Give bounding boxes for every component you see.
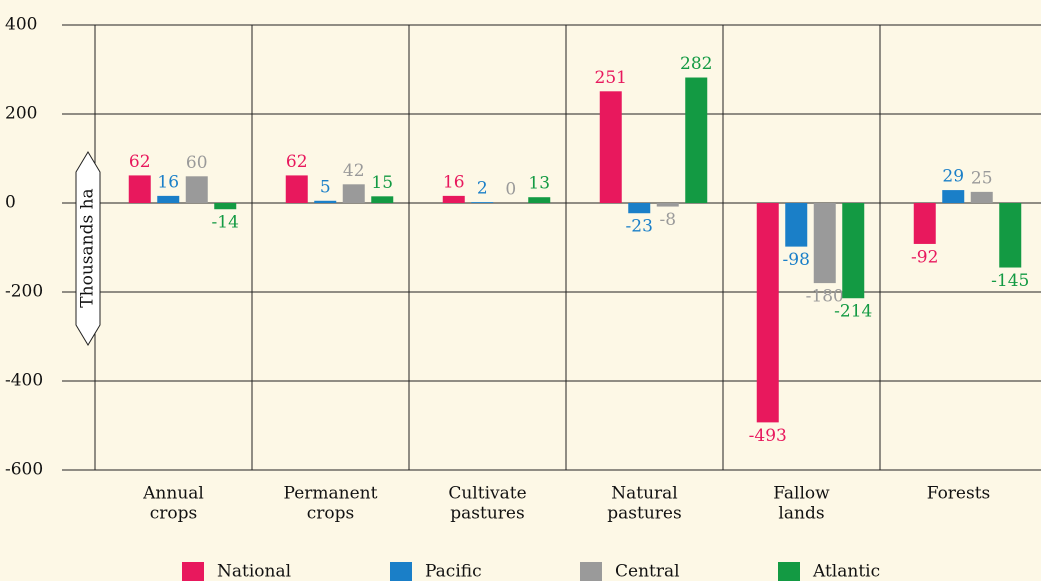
- labels: -600-400-2000200400Annualcrops621660-14P…: [5, 15, 1029, 581]
- legend-label: National: [217, 562, 291, 581]
- y-tick-label: 0: [5, 193, 16, 213]
- x-tick-label: crops: [150, 504, 198, 524]
- data-label: -98: [783, 250, 810, 270]
- x-tick-label: Natural: [611, 484, 678, 504]
- bar: [314, 200, 337, 203]
- data-label: 282: [680, 54, 712, 74]
- y-axis-label: Thousands ha: [78, 188, 98, 307]
- data-label: -8: [659, 210, 676, 230]
- bar: [756, 203, 779, 423]
- bar: [970, 191, 993, 203]
- data-label: 251: [595, 68, 627, 88]
- data-label: 60: [186, 153, 208, 173]
- bar: [185, 176, 208, 203]
- x-tick-label: Cultivate: [448, 484, 526, 504]
- data-label: 25: [971, 168, 993, 188]
- y-tick-label: -400: [5, 371, 43, 391]
- y-tick-label: -200: [5, 282, 43, 302]
- legend-label: Pacific: [425, 562, 482, 581]
- bar: [656, 203, 679, 207]
- bar: [942, 190, 965, 203]
- data-label: 5: [320, 177, 331, 197]
- bar: [628, 203, 651, 214]
- data-label: 2: [477, 179, 488, 199]
- data-label: 16: [157, 172, 179, 192]
- bar: [371, 196, 394, 203]
- bar: [685, 77, 708, 203]
- legend-label: Atlantic: [812, 562, 880, 581]
- x-tick-label: Forests: [927, 484, 991, 504]
- y-tick-label: -600: [5, 460, 43, 480]
- x-tick-label: pastures: [607, 504, 681, 524]
- bar: [442, 195, 465, 203]
- data-label: 29: [942, 167, 964, 187]
- legend-swatch: [778, 562, 800, 581]
- legend-swatch: [390, 562, 412, 581]
- bar: [785, 203, 808, 247]
- data-label: 0: [505, 180, 516, 200]
- bar: [528, 197, 551, 203]
- bar: [214, 203, 237, 210]
- data-label: -493: [749, 426, 787, 446]
- data-label: -14: [212, 213, 239, 233]
- bar: [128, 175, 151, 203]
- x-tick-label: Permanent: [284, 484, 378, 504]
- bar: [813, 203, 836, 284]
- data-label: -214: [834, 302, 872, 322]
- x-tick-label: pastures: [450, 504, 524, 524]
- data-label: -23: [626, 217, 653, 237]
- x-tick-label: Annual: [142, 484, 204, 504]
- bar: [842, 203, 865, 299]
- y-tick-label: 400: [5, 15, 37, 35]
- data-label: 15: [371, 173, 393, 193]
- data-label: 42: [343, 161, 365, 181]
- data-label: 62: [129, 152, 151, 172]
- x-tick-label: lands: [778, 504, 824, 524]
- x-tick-label: Fallow: [773, 484, 830, 504]
- y-label-box: [75, 151, 101, 346]
- legend-swatch: [182, 562, 204, 581]
- data-label: -180: [806, 287, 844, 307]
- bar: [999, 203, 1022, 268]
- y-tick-label: 200: [5, 104, 37, 124]
- data-label: 16: [443, 172, 465, 192]
- bar: [342, 184, 365, 203]
- bar: [285, 175, 308, 203]
- legend-swatch: [580, 562, 602, 581]
- bar: [913, 203, 936, 244]
- data-label: 62: [286, 152, 308, 172]
- bar: [471, 202, 494, 203]
- bar: [157, 195, 180, 203]
- x-tick-label: crops: [307, 504, 355, 524]
- data-label: 13: [528, 174, 550, 194]
- bar: [599, 91, 622, 203]
- legend-label: Central: [615, 562, 680, 581]
- data-label: -145: [991, 271, 1029, 291]
- data-label: -92: [911, 247, 938, 267]
